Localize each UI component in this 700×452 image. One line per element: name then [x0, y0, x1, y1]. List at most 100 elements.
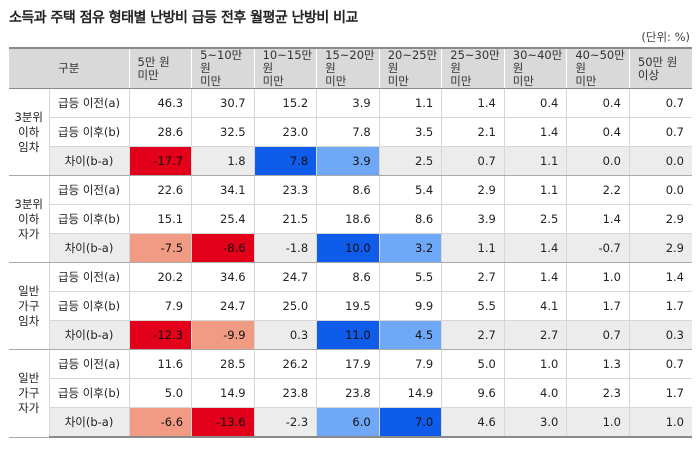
table-cell: 0.0	[628, 175, 692, 205]
table-cell: -1.8	[253, 233, 317, 263]
table-cell: 1.4	[566, 204, 630, 234]
table-cell: 2.7	[441, 262, 505, 292]
table-cell: 1.1	[503, 146, 567, 176]
table-cell: 18.6	[316, 204, 380, 234]
table-cell: 11.6	[128, 349, 192, 379]
table-cell: 1.4	[503, 117, 567, 147]
table-row: 차이(b-a) -6.6 -13.6 -2.3 6.0 7.0 4.6 3.0 1.0 1.0	[9, 407, 692, 438]
table-cell: 23.0	[253, 117, 317, 147]
table-cell: 28.5	[191, 349, 255, 379]
table-cell: 3.0	[503, 407, 567, 438]
table-cell: 2.9	[628, 233, 692, 263]
table-cell: 11.0	[316, 320, 380, 350]
table-cell: 20.2	[128, 262, 192, 292]
table-cell: -13.6	[191, 407, 255, 438]
table-cell: 2.7	[441, 320, 505, 350]
column-header: 15~20만 원 미만	[316, 47, 380, 89]
table-cell: 21.5	[253, 204, 317, 234]
row-label: 급등 이전(a)	[48, 175, 130, 205]
table-cell: 1.8	[191, 146, 255, 176]
table-body: 3분위 이하 임차 급등 이전(a) 46.3 30.7 15.2 3.9 1.1 1.4 0.4 0…	[9, 88, 692, 438]
row-label: 급등 이후(b)	[48, 291, 130, 321]
group-label: 3분위 이하 임차	[9, 88, 49, 176]
table-cell: 8.6	[316, 262, 380, 292]
table-cell: 1.0	[566, 407, 630, 438]
table-cell: 34.1	[191, 175, 255, 205]
table-row: 3분위 이하 임차 급등 이전(a) 46.3 30.7 15.2 3.9 1.1 1.4 0.4 0…	[9, 88, 692, 176]
table-cell: 0.7	[628, 88, 692, 118]
table-row: 일반 가구 자가 급등 이전(a) 11.6 28.5 26.2 17.9 7.9 5.0 1.0 1…	[9, 349, 692, 438]
table-cell: 1.4	[503, 262, 567, 292]
table-cell: 6.0	[316, 407, 380, 438]
table-cell: 8.6	[316, 175, 380, 205]
table-cell: 2.3	[566, 378, 630, 408]
table-cell: 1.7	[628, 378, 692, 408]
table-cell: 1.0	[566, 262, 630, 292]
group-label: 3분위 이하 자가	[9, 175, 49, 263]
table-row: 급등 이후(b) 5.0 14.9 23.8 23.8 14.9 9.6 4.0 2.3 1.7	[9, 378, 692, 408]
table-cell: 23.3	[253, 175, 317, 205]
column-header: 25~30만 원 미만	[441, 47, 505, 89]
table-cell: 3.9	[316, 146, 380, 176]
row-label: 차이(b-a)	[48, 233, 130, 263]
table-cell: -2.3	[253, 407, 317, 438]
table-cell: 19.5	[316, 291, 380, 321]
table-cell: 46.3	[128, 88, 192, 118]
table-cell: 0.3	[253, 320, 317, 350]
table-cell: 0.4	[566, 88, 630, 118]
table-cell: 3.9	[316, 88, 380, 118]
row-label: 차이(b-a)	[48, 146, 130, 176]
table-cell: 5.4	[378, 175, 442, 205]
table-cell: -12.3	[128, 320, 192, 350]
table-cell: 2.9	[441, 175, 505, 205]
table-cell: -8.6	[191, 233, 255, 263]
table-cell: 26.2	[253, 349, 317, 379]
column-header: 20~25만 원 미만	[378, 47, 442, 89]
table-cell: 3.9	[441, 204, 505, 234]
group-label: 일반 가구 자가	[9, 349, 49, 438]
table-row: 3분위 이하 자가 급등 이전(a) 22.6 34.1 23.3 8.6 5.4 2.9 1.1 2…	[9, 175, 692, 263]
table-cell: 24.7	[191, 291, 255, 321]
table-cell: 32.5	[191, 117, 255, 147]
table-cell: 22.6	[128, 175, 192, 205]
table-cell: 1.7	[628, 291, 692, 321]
unit-note: (단위: %)	[641, 30, 690, 44]
table-cell: 23.8	[316, 378, 380, 408]
table-row: 급등 이후(b) 7.9 24.7 25.0 19.5 9.9 5.5 4.1 1.7 1.7	[9, 291, 692, 321]
table-cell: 0.7	[628, 117, 692, 147]
table-cell: 0.3	[628, 320, 692, 350]
table-cell: 30.7	[191, 88, 255, 118]
table-cell: 7.9	[128, 291, 192, 321]
table-cell: 34.6	[191, 262, 255, 292]
row-label: 급등 이후(b)	[48, 117, 130, 147]
column-header: 30~40만 원 미만	[503, 47, 567, 89]
table-cell: 1.1	[503, 175, 567, 205]
table-cell: 3.2	[378, 233, 442, 263]
group-label: 일반 가구 임차	[9, 262, 49, 350]
table-cell: 4.6	[441, 407, 505, 438]
table-cell: 15.1	[128, 204, 192, 234]
table-cell: 15.2	[253, 88, 317, 118]
table-cell: 4.5	[378, 320, 442, 350]
table-cell: 9.6	[441, 378, 505, 408]
table-cell: 1.4	[628, 262, 692, 292]
table-cell: -7.5	[128, 233, 192, 263]
table-cell: 2.2	[566, 175, 630, 205]
table-cell: 0.4	[566, 117, 630, 147]
table-cell: 0.0	[566, 146, 630, 176]
table-cell: 7.8	[253, 146, 317, 176]
table-cell: -6.6	[128, 407, 192, 438]
table-cell: 0.0	[628, 146, 692, 176]
table-cell: 4.1	[503, 291, 567, 321]
table-cell: 1.3	[566, 349, 630, 379]
table-cell: 25.0	[253, 291, 317, 321]
table-cell: 2.1	[441, 117, 505, 147]
row-label: 차이(b-a)	[48, 407, 130, 438]
table-cell: 0.7	[566, 320, 630, 350]
table-cell: 1.0	[503, 349, 567, 379]
row-label: 차이(b-a)	[48, 320, 130, 350]
table-cell: 1.7	[566, 291, 630, 321]
table-cell: 14.9	[378, 378, 442, 408]
table-row: 차이(b-a) -17.7 1.8 7.8 3.9 2.5 0.7 1.1 0.0 0.0	[9, 146, 692, 176]
column-header: 10~15만 원 미만	[253, 47, 317, 89]
